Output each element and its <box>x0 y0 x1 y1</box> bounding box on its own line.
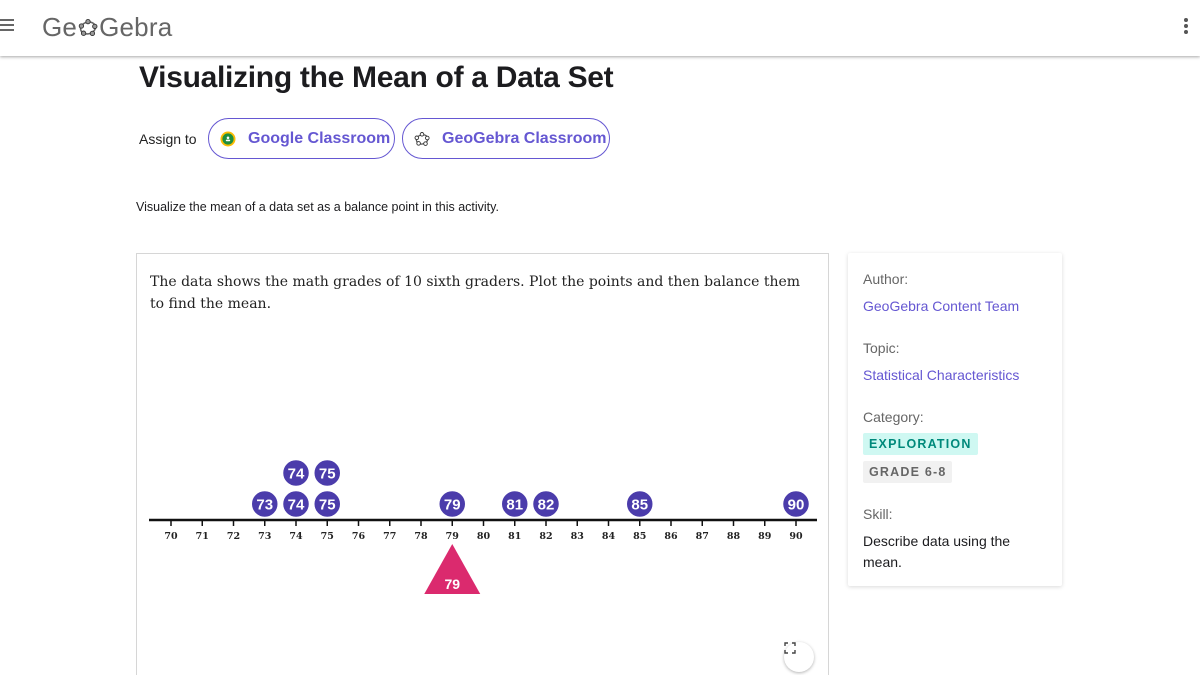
google-classroom-label: Google Classroom <box>248 129 391 147</box>
page-title: Visualizing the Mean of a Data Set <box>139 61 614 94</box>
tick-label: 84 <box>602 531 616 542</box>
tick-label: 74 <box>289 531 303 542</box>
data-point[interactable]: 79 <box>438 489 467 519</box>
data-point[interactable]: 90 <box>781 489 811 519</box>
category-tag-exploration[interactable]: EXPLORATION <box>863 433 978 455</box>
tick-label: 71 <box>196 531 209 542</box>
assign-to-label: Assign to <box>139 131 197 147</box>
data-point[interactable]: 74 <box>281 458 311 488</box>
data-point[interactable]: 75 <box>313 489 342 519</box>
fulcrum-label: 79 <box>444 576 460 592</box>
tick-label: 79 <box>446 531 460 542</box>
tick-label: 82 <box>539 531 552 542</box>
author-link[interactable]: GeoGebra Content Team <box>863 298 1020 314</box>
tick-label: 70 <box>164 531 178 542</box>
data-point[interactable]: 82 <box>531 489 561 519</box>
balance-fulcrum[interactable]: 79 <box>424 544 481 594</box>
data-point-label: 75 <box>319 466 336 483</box>
data-point-label: 73 <box>256 497 273 514</box>
data-point[interactable]: 73 <box>250 489 279 519</box>
category-tag-grade[interactable]: GRADE 6-8 <box>863 461 953 483</box>
fullscreen-button[interactable] <box>784 642 814 672</box>
google-classroom-icon <box>220 131 236 146</box>
data-point-label: 82 <box>538 497 555 514</box>
tick-label: 72 <box>227 531 240 542</box>
data-point-label: 74 <box>288 497 305 514</box>
geogebra-flower-icon <box>78 18 98 36</box>
data-point-label: 81 <box>506 497 523 514</box>
tick-label: 75 <box>321 531 334 542</box>
tick-label: 83 <box>571 531 584 542</box>
skill-description: Describe data using the mean. <box>863 533 1011 570</box>
geogebra-classroom-button[interactable]: GeoGebra Classroom <box>402 118 610 159</box>
applet-instructions: The data shows the math grades of 10 six… <box>150 274 801 312</box>
data-point-label: 75 <box>319 497 336 514</box>
number-line-graphic[interactable]: 70 71 72 73 74 75 76 77 78 79 80 81 82 83 84 85 86 87 88 89… <box>137 254 830 675</box>
fullscreen-icon <box>784 642 796 654</box>
data-point[interactable]: 81 <box>500 489 529 519</box>
tick-label: 86 <box>664 531 678 542</box>
tick-label: 89 <box>758 531 772 542</box>
topic-link[interactable]: Statistical Characteristics <box>863 367 1020 383</box>
data-point-label: 90 <box>788 497 805 514</box>
tick-label: 73 <box>258 531 271 542</box>
tick-label: 87 <box>696 531 709 542</box>
kebab-menu-icon[interactable] <box>1184 18 1190 38</box>
data-point-label: 79 <box>444 497 461 514</box>
geogebra-applet[interactable]: The data shows the math grades of 10 six… <box>136 253 829 675</box>
activity-description: Visualize the mean of a data set as a ba… <box>136 200 499 214</box>
activity-info-card: Author: GeoGebra Content Team Topic: Sta… <box>848 253 1062 586</box>
data-point-label: 74 <box>288 466 305 483</box>
tick-label: 85 <box>633 531 646 542</box>
tick-label: 76 <box>352 531 366 542</box>
top-app-bar: Ge Gebra <box>0 0 1200 56</box>
tick-label: 78 <box>414 531 428 542</box>
hamburger-icon[interactable] <box>0 19 16 35</box>
category-label: Category: <box>863 409 924 425</box>
tick-label: 81 <box>508 531 521 542</box>
author-label: Author: <box>863 271 909 287</box>
google-classroom-button[interactable]: Google Classroom <box>208 118 395 159</box>
geogebra-classroom-label: GeoGebra Classroom <box>442 129 607 147</box>
data-point-label: 85 <box>631 497 648 514</box>
geogebra-classroom-icon <box>414 131 430 146</box>
geogebra-logo[interactable]: Ge Gebra <box>42 12 172 43</box>
tick-label: 90 <box>789 531 803 542</box>
topic-label: Topic: <box>863 340 900 356</box>
tick-label: 88 <box>727 531 741 542</box>
skill-label: Skill: <box>863 506 893 522</box>
data-point[interactable]: 74 <box>281 489 311 519</box>
logo-text-end: Gebra <box>99 12 173 42</box>
logo-text-start: Ge <box>42 12 78 42</box>
tick-label: 80 <box>477 531 491 542</box>
data-point[interactable]: 85 <box>625 489 654 519</box>
data-point[interactable]: 75 <box>313 458 342 488</box>
tick-label: 77 <box>383 531 396 542</box>
